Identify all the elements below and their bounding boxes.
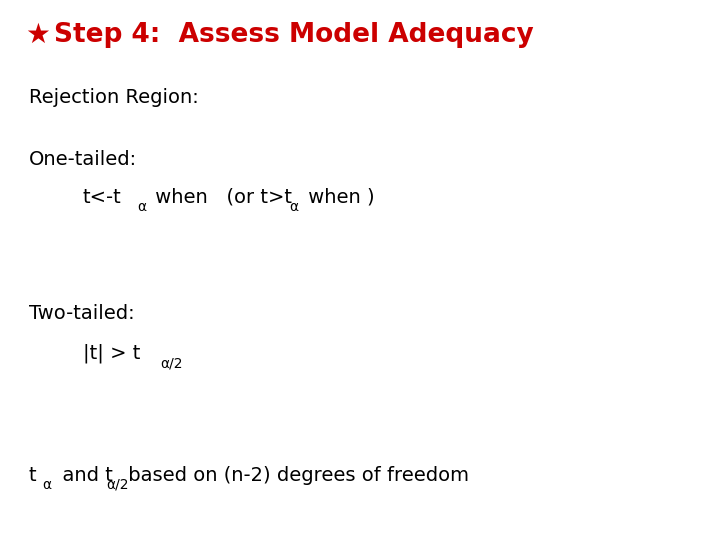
- Text: based on (n-2) degrees of freedom: based on (n-2) degrees of freedom: [122, 465, 469, 485]
- Text: |t| > t: |t| > t: [83, 344, 140, 363]
- Text: α: α: [289, 200, 299, 214]
- Text: Step 4:  Assess Model Adequacy: Step 4: Assess Model Adequacy: [54, 22, 534, 48]
- Text: α: α: [137, 200, 146, 214]
- Text: ★: ★: [25, 21, 50, 49]
- Text: α/2: α/2: [106, 478, 128, 492]
- Text: One-tailed:: One-tailed:: [29, 150, 137, 169]
- Text: when   (or t>t: when (or t>t: [149, 187, 292, 207]
- Text: t<-t: t<-t: [83, 187, 122, 207]
- Text: Rejection Region:: Rejection Region:: [29, 87, 199, 107]
- Text: when ): when ): [302, 187, 374, 207]
- Text: t: t: [29, 465, 37, 485]
- Text: and t: and t: [50, 465, 113, 485]
- Text: Two-tailed:: Two-tailed:: [29, 303, 135, 323]
- Text: α/2: α/2: [160, 356, 182, 370]
- Text: α: α: [42, 478, 51, 492]
